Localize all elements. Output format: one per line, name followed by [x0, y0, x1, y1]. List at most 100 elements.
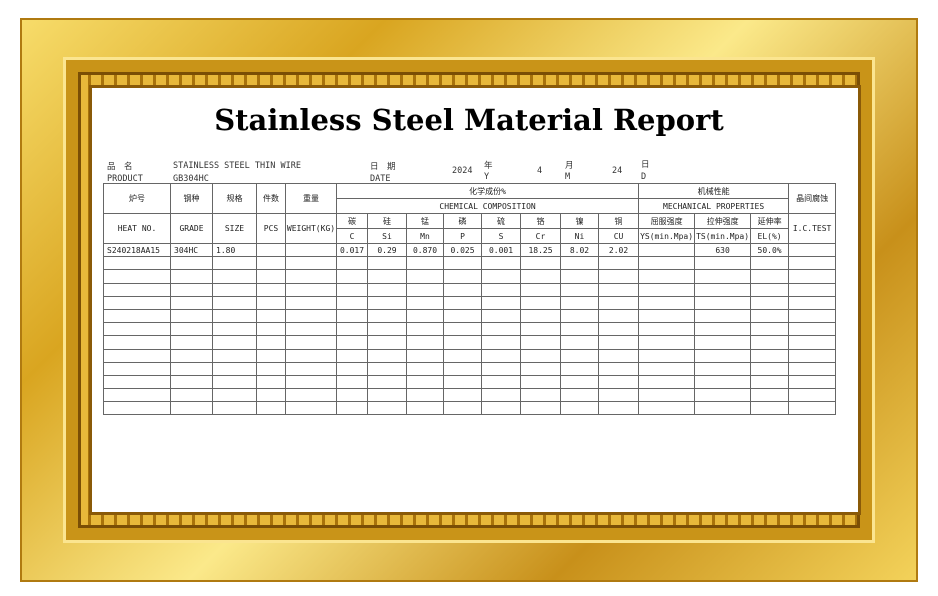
table-cell [597, 282, 640, 297]
table-cell [520, 282, 561, 297]
table-cell [481, 256, 521, 271]
header-cell: 重量 [285, 183, 337, 214]
table-cell: 0.870 [406, 242, 444, 258]
table-cell [336, 361, 368, 376]
header-cell: SIZE [212, 213, 257, 244]
table-cell [256, 282, 286, 297]
table-row [103, 335, 837, 350]
table-cell [443, 374, 482, 390]
table-cell [285, 269, 337, 284]
table-cell [750, 348, 790, 363]
month: 4 [537, 166, 543, 176]
table-cell [694, 295, 752, 310]
table-cell [285, 361, 337, 376]
table-cell [336, 295, 368, 310]
header-cell: 铬 [520, 213, 561, 229]
table-cell [367, 295, 407, 310]
table-cell [256, 388, 286, 403]
table-cell [212, 256, 257, 271]
table-cell [694, 269, 752, 284]
table-cell [788, 295, 837, 310]
table-cell [336, 269, 368, 284]
table-cell [212, 361, 257, 376]
header-cell: 晶间腐蚀 [788, 183, 837, 214]
table-cell [520, 361, 561, 376]
table-cell [256, 361, 286, 376]
table-cell [694, 348, 752, 363]
table-cell [212, 322, 257, 337]
table-cell [367, 335, 407, 350]
header-cell: 铜 [597, 213, 640, 229]
table-cell [520, 269, 561, 284]
table-cell [170, 282, 213, 297]
table-cell [520, 322, 561, 337]
table-cell [694, 256, 752, 271]
table-cell: 8.02 [560, 242, 599, 258]
header-cell: Ni [560, 228, 599, 244]
table-cell [103, 374, 171, 390]
table-cell [750, 361, 790, 376]
table-row [103, 361, 837, 376]
header-cell: 锰 [406, 213, 444, 229]
header-cell: PCS [256, 213, 286, 244]
table-cell [367, 361, 407, 376]
table-cell [443, 295, 482, 310]
table-cell [285, 308, 337, 324]
table-cell [443, 388, 482, 403]
table-cell [285, 335, 337, 350]
table-cell [103, 361, 171, 376]
table-cell [285, 401, 337, 416]
table-cell [443, 322, 482, 337]
header-cell: P [443, 228, 482, 244]
header-cell: 延伸率 [750, 213, 790, 229]
table-cell [336, 256, 368, 271]
table-row [103, 295, 837, 310]
table-cell [520, 388, 561, 403]
table-cell [367, 322, 407, 337]
table-cell [170, 308, 213, 324]
header-cell: Si [367, 228, 407, 244]
table-cell [520, 295, 561, 310]
table-cell [597, 374, 640, 390]
table-row [103, 388, 837, 403]
table-cell [103, 282, 171, 297]
table-cell [481, 374, 521, 390]
table-cell [597, 335, 640, 350]
table-cell [520, 401, 561, 416]
header-cell: WEIGHT(KG) [285, 213, 337, 244]
month-label-cn: 月 [565, 161, 574, 171]
table-cell [597, 256, 640, 271]
table-cell [694, 322, 752, 337]
table-row [103, 374, 837, 390]
table-cell: 630 [694, 242, 752, 258]
table-cell [443, 348, 482, 363]
table-cell [694, 374, 752, 390]
table-cell [103, 322, 171, 337]
header-cell: C [336, 228, 368, 244]
product-label-cn: 品 名 [107, 162, 133, 172]
table-cell [750, 322, 790, 337]
table-cell [481, 348, 521, 363]
table-cell [285, 388, 337, 403]
table-cell [788, 256, 837, 271]
day: 24 [612, 166, 623, 176]
header-cell: MECHANICAL PROPERTIES [638, 198, 790, 214]
table-cell [212, 388, 257, 403]
table-row [103, 322, 837, 337]
table-cell [560, 282, 599, 297]
table-cell [638, 388, 696, 403]
header-cell: 钢种 [170, 183, 213, 214]
table-cell [406, 256, 444, 271]
table-cell [788, 348, 837, 363]
table-cell [443, 256, 482, 271]
header-cell: 炉号 [103, 183, 171, 214]
day-label-cn: 日 [641, 160, 650, 170]
table-cell [406, 401, 444, 416]
header-cell: 碳 [336, 213, 368, 229]
table-cell [367, 308, 407, 324]
table-cell [367, 374, 407, 390]
table-cell [560, 401, 599, 416]
table-cell [212, 335, 257, 350]
header-cell: 磷 [443, 213, 482, 229]
